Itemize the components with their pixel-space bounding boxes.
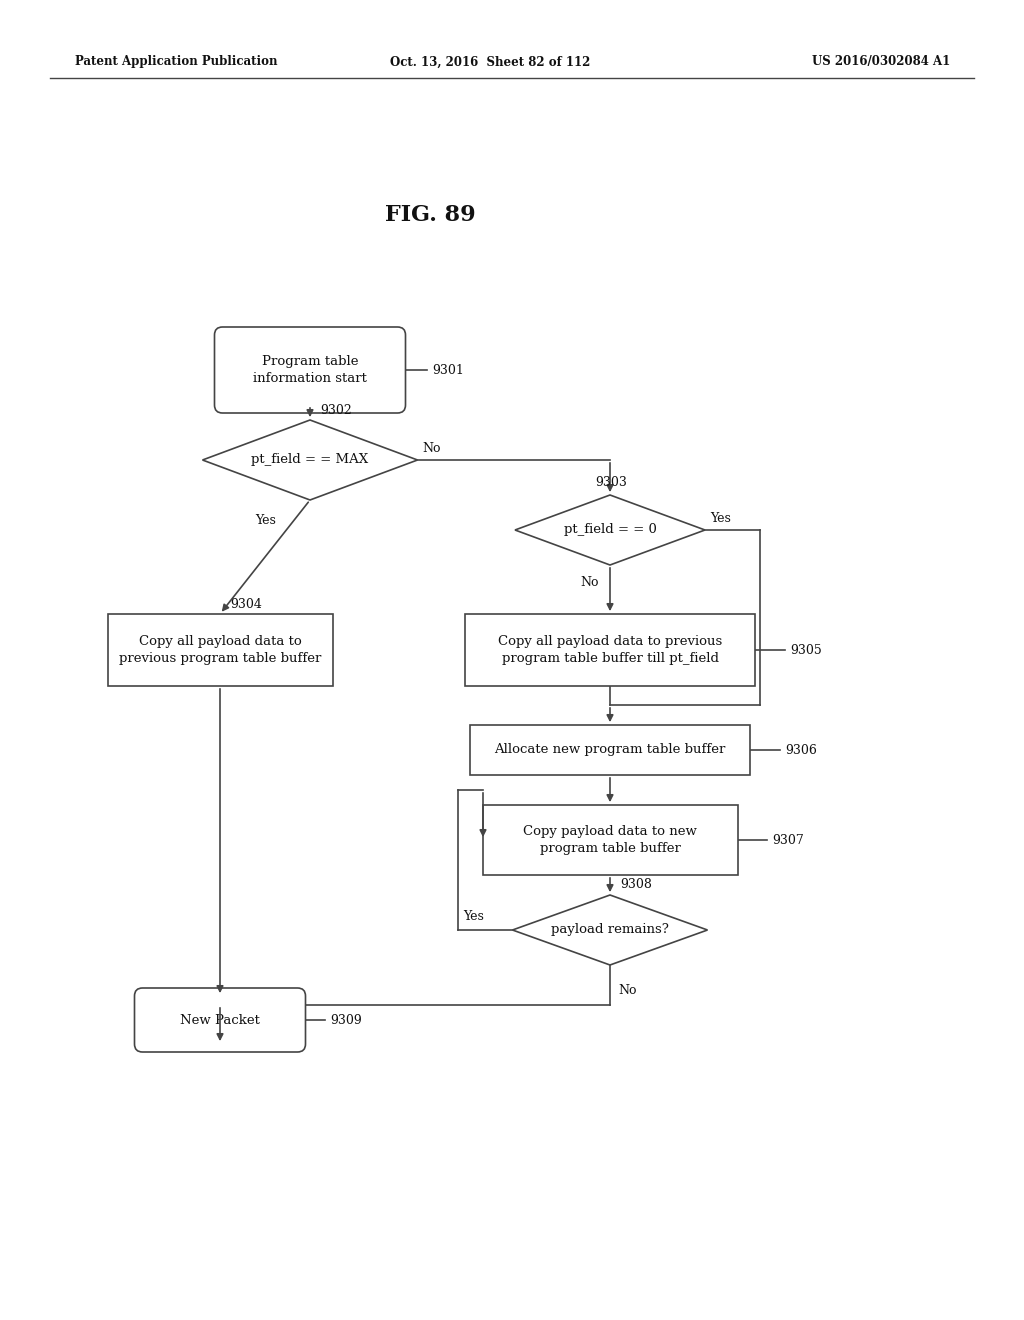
Text: No: No <box>580 577 598 590</box>
Text: pt_field = = 0: pt_field = = 0 <box>563 524 656 536</box>
Text: 9306: 9306 <box>785 743 817 756</box>
Text: 9307: 9307 <box>772 833 804 846</box>
Text: Patent Application Publication: Patent Application Publication <box>75 55 278 69</box>
Text: Copy payload data to new
program table buffer: Copy payload data to new program table b… <box>523 825 697 855</box>
FancyBboxPatch shape <box>214 327 406 413</box>
Text: 9302: 9302 <box>319 404 352 417</box>
Text: payload remains?: payload remains? <box>551 924 669 936</box>
Text: 9305: 9305 <box>790 644 821 656</box>
Text: Program table
information start: Program table information start <box>253 355 367 385</box>
Text: Yes: Yes <box>255 513 275 527</box>
Text: Oct. 13, 2016  Sheet 82 of 112: Oct. 13, 2016 Sheet 82 of 112 <box>390 55 590 69</box>
Text: 9301: 9301 <box>432 363 464 376</box>
Text: Allocate new program table buffer: Allocate new program table buffer <box>495 743 726 756</box>
Polygon shape <box>512 895 708 965</box>
Text: 9309: 9309 <box>330 1014 361 1027</box>
Polygon shape <box>203 420 418 500</box>
Bar <box>482 805 737 875</box>
Text: Copy all payload data to
previous program table buffer: Copy all payload data to previous progra… <box>119 635 322 665</box>
Polygon shape <box>515 495 705 565</box>
Text: 9303: 9303 <box>595 477 627 490</box>
Text: US 2016/0302084 A1: US 2016/0302084 A1 <box>812 55 950 69</box>
Text: pt_field = = MAX: pt_field = = MAX <box>252 454 369 466</box>
Text: Yes: Yes <box>463 909 484 923</box>
Text: Copy all payload data to previous
program table buffer till pt_field: Copy all payload data to previous progra… <box>498 635 722 665</box>
FancyBboxPatch shape <box>134 987 305 1052</box>
Text: Yes: Yes <box>710 511 731 524</box>
Text: No: No <box>618 985 637 998</box>
Text: 9308: 9308 <box>620 879 652 891</box>
Text: 9304: 9304 <box>230 598 262 610</box>
Bar <box>108 614 333 686</box>
Text: FIG. 89: FIG. 89 <box>385 205 475 226</box>
Bar <box>470 725 750 775</box>
Bar <box>465 614 755 686</box>
Text: New Packet: New Packet <box>180 1014 260 1027</box>
Text: No: No <box>422 441 440 454</box>
